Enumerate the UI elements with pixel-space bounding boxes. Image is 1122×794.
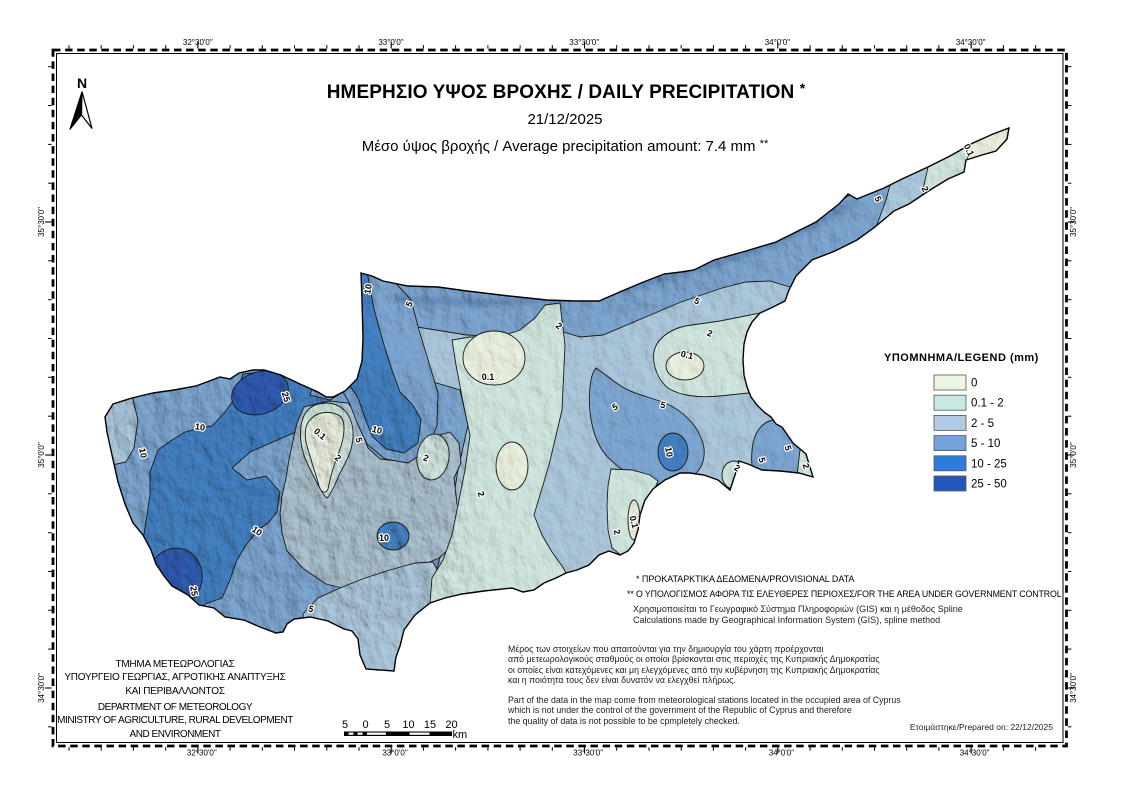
svg-text:5: 5 (610, 401, 619, 412)
svg-text:2: 2 (706, 328, 714, 339)
svg-text:2: 2 (732, 462, 741, 473)
svg-text:10: 10 (379, 533, 389, 543)
svg-text:10: 10 (137, 447, 149, 459)
svg-text:33°0'0": 33°0'0" (382, 749, 408, 758)
svg-text:2: 2 (612, 528, 623, 535)
svg-text:N: N (77, 75, 87, 91)
svg-text:10: 10 (402, 719, 414, 731)
svg-text:10: 10 (194, 421, 206, 433)
svg-text:10: 10 (663, 446, 675, 458)
svg-text:35°30'0": 35°30'0" (37, 207, 46, 237)
svg-text:2: 2 (919, 185, 930, 194)
svg-text:2 - 5: 2 - 5 (971, 418, 994, 430)
svg-text:25: 25 (280, 391, 292, 403)
svg-text:32°30'0": 32°30'0" (187, 749, 217, 758)
svg-text:5: 5 (307, 603, 315, 614)
svg-text:10 - 25: 10 - 25 (971, 458, 1007, 470)
svg-text:25: 25 (188, 585, 200, 597)
svg-text:33°30'0": 33°30'0" (573, 749, 603, 758)
svg-text:ΥΠΟΜΝΗΜΑ/LEGEND (mm): ΥΠΟΜΝΗΜΑ/LEGEND (mm) (884, 352, 1039, 364)
svg-text:15: 15 (424, 719, 436, 731)
svg-text:0.1: 0.1 (680, 349, 694, 361)
svg-text:34°30'0": 34°30'0" (960, 749, 990, 758)
svg-text:32°30'0": 32°30'0" (183, 38, 213, 47)
svg-text:35°0'0": 35°0'0" (1069, 442, 1078, 468)
svg-text:10: 10 (362, 283, 374, 295)
svg-text:33°0'0": 33°0'0" (378, 38, 404, 47)
svg-text:5: 5 (783, 444, 794, 451)
svg-text:5: 5 (404, 300, 415, 308)
svg-text:5 - 10: 5 - 10 (971, 438, 1000, 450)
svg-text:5: 5 (872, 195, 883, 204)
svg-text:5: 5 (354, 437, 365, 444)
svg-text:0: 0 (971, 378, 977, 390)
svg-text:0: 0 (362, 719, 368, 731)
svg-text:34°30'0": 34°30'0" (1069, 673, 1078, 703)
svg-text:2: 2 (475, 490, 486, 498)
svg-text:5: 5 (757, 456, 768, 463)
svg-text:10: 10 (371, 424, 383, 436)
svg-text:ΗΜΕΡΗΣΙΟ ΥΨΟΣ ΒΡΟΧΗΣ / DAILY P: ΗΜΕΡΗΣΙΟ ΥΨΟΣ ΒΡΟΧΗΣ / DAILY PRECIPITATI… (327, 80, 806, 103)
svg-text:33°30'0": 33°30'0" (569, 38, 599, 47)
svg-text:0.1: 0.1 (628, 515, 641, 530)
svg-text:34°0'0": 34°0'0" (765, 38, 791, 47)
svg-text:0.1 - 2: 0.1 - 2 (971, 398, 1004, 410)
svg-text:km: km (453, 729, 468, 741)
svg-text:Μέσο ύψος βροχής / Average pre: Μέσο ύψος βροχής / Average precipitation… (362, 138, 769, 155)
svg-text:34°30'0": 34°30'0" (956, 38, 986, 47)
svg-text:0.1: 0.1 (482, 372, 495, 382)
svg-text:21/12/2025: 21/12/2025 (527, 111, 602, 128)
svg-text:5: 5 (692, 295, 701, 306)
svg-text:34°30'0": 34°30'0" (37, 673, 46, 703)
svg-text:2: 2 (800, 462, 811, 470)
svg-text:20: 20 (445, 719, 457, 731)
svg-text:35°0'0": 35°0'0" (37, 442, 46, 468)
svg-text:5: 5 (342, 719, 348, 731)
svg-text:5: 5 (384, 719, 390, 731)
svg-text:35°30'0": 35°30'0" (1069, 207, 1078, 237)
svg-text:25 - 50: 25 - 50 (971, 479, 1007, 491)
svg-text:2: 2 (422, 452, 430, 463)
svg-text:34°0'0": 34°0'0" (769, 749, 795, 758)
svg-text:5: 5 (659, 400, 666, 411)
